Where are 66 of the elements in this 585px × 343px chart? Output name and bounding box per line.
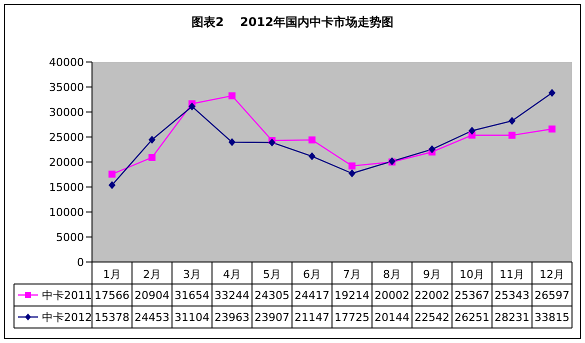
point bbox=[468, 126, 476, 135]
y-tick-label: 25000 bbox=[49, 130, 84, 144]
x-tick-label: 7月 bbox=[343, 268, 361, 281]
data-label: 20002 bbox=[374, 289, 410, 302]
point bbox=[308, 152, 316, 160]
x-tick-label: 6月 bbox=[303, 268, 321, 281]
data-label: 23907 bbox=[254, 311, 290, 324]
x-tick-label: 11月 bbox=[500, 268, 524, 281]
y-tick-label: 15000 bbox=[49, 180, 84, 194]
x-tick-label: 9月 bbox=[423, 268, 441, 281]
data-label: 17566 bbox=[94, 289, 130, 302]
data-label: 19214 bbox=[334, 289, 370, 302]
y-tick-label: 35000 bbox=[49, 80, 84, 94]
data-label: 21147 bbox=[294, 311, 330, 324]
x-tick-label: 12月 bbox=[540, 268, 564, 281]
data-label: 24453 bbox=[134, 311, 170, 324]
point bbox=[508, 132, 516, 139]
point bbox=[148, 136, 156, 144]
data-label: 25367 bbox=[454, 289, 490, 302]
x-tick-label: 8月 bbox=[383, 268, 401, 281]
point bbox=[108, 181, 116, 190]
data-label: 31104 bbox=[174, 311, 210, 324]
point bbox=[308, 136, 316, 144]
x-tick-label: 10月 bbox=[460, 268, 484, 281]
point bbox=[228, 92, 236, 100]
legend-label: 中卡2011 bbox=[42, 289, 92, 302]
data-label: 28231 bbox=[494, 311, 530, 324]
legend-label: 中卡2012 bbox=[42, 311, 92, 324]
x-tick-label: 4月 bbox=[223, 268, 241, 281]
data-label: 15378 bbox=[94, 311, 130, 324]
data-label: 33815 bbox=[534, 311, 570, 324]
data-label: 20144 bbox=[374, 311, 410, 324]
data-label: 24305 bbox=[254, 289, 290, 302]
point bbox=[108, 170, 116, 178]
y-tick-label: 10000 bbox=[49, 206, 84, 219]
data-label: 26597 bbox=[534, 289, 570, 302]
point bbox=[348, 162, 356, 170]
data-label: 17725 bbox=[334, 311, 370, 324]
point bbox=[188, 102, 196, 110]
point bbox=[148, 154, 156, 161]
point bbox=[348, 169, 356, 178]
point bbox=[548, 126, 556, 133]
data-label: 24417 bbox=[294, 289, 330, 302]
x-tick-label: 2月 bbox=[143, 268, 161, 281]
data-label: 23963 bbox=[214, 311, 250, 324]
y-tick-label: 30000 bbox=[49, 106, 84, 119]
point bbox=[508, 116, 516, 125]
x-tick-label: 3月 bbox=[183, 268, 201, 281]
point bbox=[548, 88, 556, 97]
point bbox=[268, 138, 276, 146]
y-tick-label: 40000 bbox=[49, 56, 84, 69]
data-label: 33244 bbox=[214, 289, 250, 302]
data-label: 25343 bbox=[494, 289, 530, 302]
x-tick-label: 1月 bbox=[103, 268, 121, 281]
data-label: 22542 bbox=[414, 311, 450, 324]
data-label: 26251 bbox=[454, 311, 490, 324]
y-tick-label: 5000 bbox=[56, 230, 84, 244]
point bbox=[428, 145, 436, 154]
x-tick-label: 5月 bbox=[263, 268, 281, 281]
data-label: 20904 bbox=[134, 289, 170, 302]
data-label: 31654 bbox=[174, 289, 210, 302]
chart-title: 图表2 2012年国内中卡市场走势图 bbox=[190, 14, 394, 31]
data-label: 22002 bbox=[414, 289, 450, 302]
y-tick-label: 20000 bbox=[49, 156, 84, 169]
y-tick-label: 0 bbox=[77, 256, 84, 269]
point bbox=[228, 138, 236, 146]
